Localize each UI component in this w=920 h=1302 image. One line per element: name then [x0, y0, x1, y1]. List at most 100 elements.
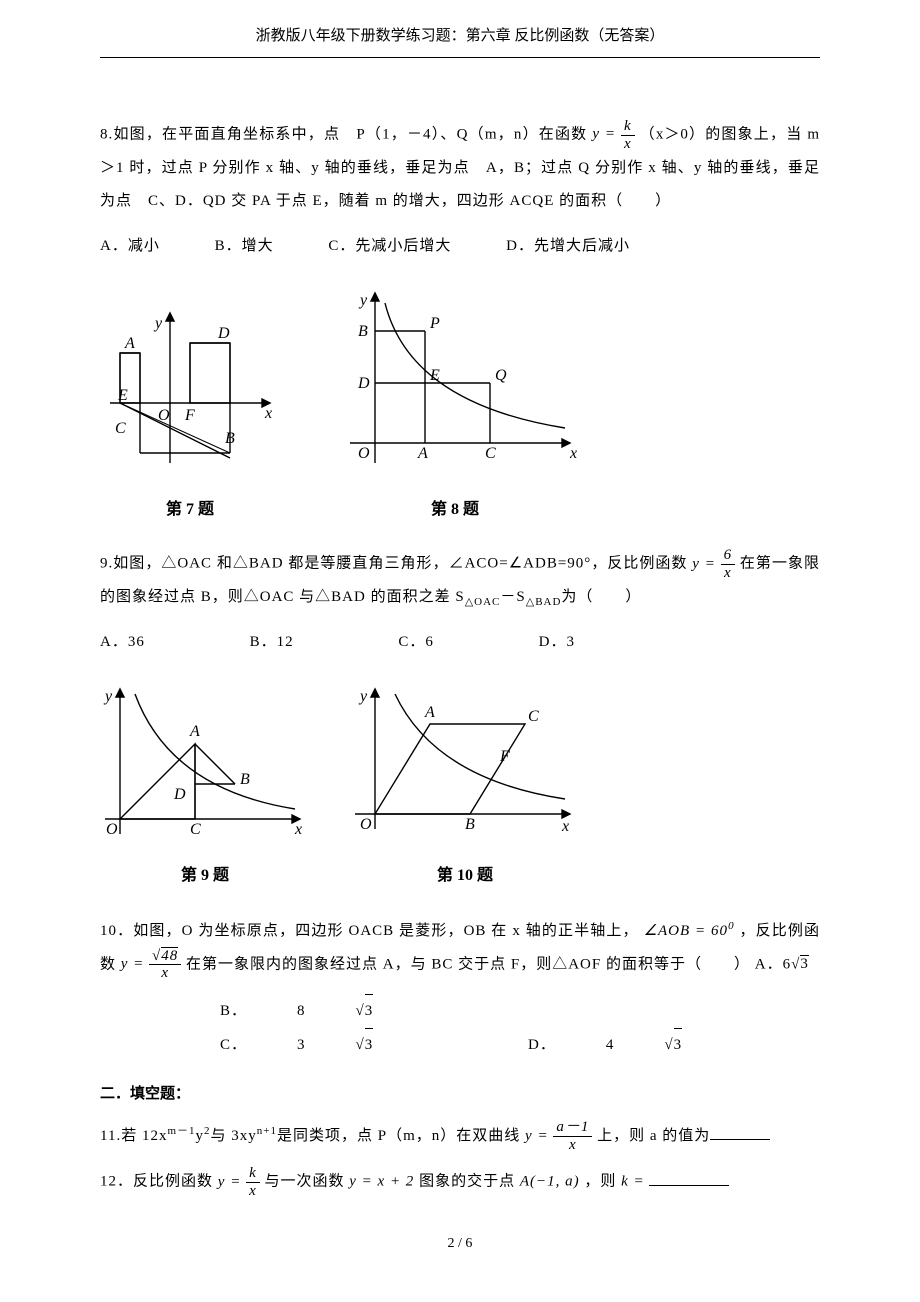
q11-suffix: 上，则 a 的值为: [597, 1128, 710, 1144]
svg-text:y: y: [153, 315, 163, 332]
svg-text:D: D: [173, 786, 186, 803]
q11-prefix: 11.若 12x: [100, 1128, 167, 1144]
sqrt-arg: 48: [161, 947, 178, 964]
q11-mid2: 与 3xy: [211, 1128, 257, 1144]
q10-text-suffix: 在第一象限内的图象经过点 A，与 BC 交于点 F，则△AOF 的面积等于（ ）: [186, 956, 750, 972]
svg-text:F: F: [184, 407, 195, 424]
frac-num: k: [246, 1165, 260, 1183]
opt-coef: 3: [297, 1029, 306, 1062]
svg-text:A: A: [417, 445, 428, 462]
figure-9-svg: y x O A B D C: [100, 679, 310, 839]
opt-coef: 8: [297, 995, 306, 1028]
svg-text:x: x: [294, 821, 302, 838]
q9-text-prefix: 9.如图，△OAC 和△BAD 都是等腰直角三角形，∠ACO=∠ADB=90°，…: [100, 556, 687, 572]
opt-label: A．: [755, 956, 783, 972]
svg-text:y: y: [358, 688, 368, 705]
q9-end: 为（ ）: [561, 589, 641, 605]
question-9: 9.如图，△OAC 和△BAD 都是等腰直角三角形，∠ACO=∠ADB=90°，…: [100, 547, 820, 614]
var-y: y: [592, 126, 600, 142]
q9-opt-d: D．3: [539, 626, 575, 659]
svg-text:E: E: [429, 367, 440, 384]
q8-opt-a: A．减小: [100, 230, 160, 263]
q12-point: A(−1, a): [520, 1174, 580, 1190]
section-2-title: 二．填空题：: [100, 1078, 820, 1111]
opt-coef: 4: [606, 1029, 615, 1062]
q9-minus: －S: [500, 589, 525, 605]
figure-9-label: 第 9 题: [100, 858, 310, 893]
svg-text:C: C: [190, 821, 201, 838]
q12-keq: k =: [621, 1174, 645, 1190]
svg-text:y: y: [103, 688, 113, 705]
opt-rad: 3: [674, 1028, 683, 1062]
q10-opt-d: D．4√3: [528, 1028, 732, 1062]
svg-text:O: O: [106, 821, 118, 838]
frac-num: a－1: [553, 1119, 592, 1137]
opt-rad: 3: [365, 1028, 374, 1062]
svg-text:x: x: [569, 445, 577, 462]
svg-text:A: A: [124, 335, 135, 352]
svg-text:B: B: [358, 323, 368, 340]
q8-opt-d: D．先增大后减小: [506, 230, 630, 263]
frac-den: x: [553, 1137, 592, 1154]
figure-7-svg: y x O A D E F C B: [100, 303, 280, 473]
page-footer: 2 / 6: [100, 1229, 820, 1260]
svg-text:O: O: [158, 407, 170, 424]
figure-7-label: 第 7 题: [100, 492, 280, 527]
figure-8-label: 第 8 题: [320, 492, 590, 527]
figure-10-svg: y x O A C F B: [350, 679, 580, 839]
figure-8: y x O B P D E Q A C 第 8 题: [320, 283, 590, 527]
q10-formula: y = √48 x: [121, 956, 186, 972]
angle-text: ∠AOB = 60: [644, 923, 729, 939]
figure-10-label: 第 10 题: [350, 858, 580, 893]
frac-num: k: [621, 118, 635, 136]
q10-options: B．8√3 C．3√3 D．4√3: [100, 994, 820, 1062]
q12-suffix: 图象的交于点: [419, 1174, 515, 1190]
q9-formula: y = 6 x: [692, 556, 740, 572]
opt-label: C．: [220, 1029, 247, 1062]
frac-den: x: [721, 565, 736, 582]
q11-sup3: n+1: [257, 1125, 277, 1137]
q8-text-prefix: 8.如图，在平面直角坐标系中，点 P（1，－4）、Q（m，n）在函数: [100, 126, 592, 142]
q12-formula1: y = k x: [218, 1174, 265, 1190]
svg-text:x: x: [561, 818, 569, 835]
svg-text:D: D: [357, 375, 370, 392]
svg-text:x: x: [264, 405, 272, 422]
page-header: 浙教版八年级下册数学练习题：第六章 反比例函数（无答案）: [100, 20, 820, 58]
opt-label: B．: [220, 995, 247, 1028]
figures-row-2: y x O A B D C 第 9 题 y x O: [100, 679, 820, 893]
svg-text:O: O: [358, 445, 370, 462]
figures-row-1: y x O A D E F C B 第 7 题: [100, 283, 820, 527]
svg-text:B: B: [465, 816, 475, 833]
q12-formula2: y = x + 2: [349, 1174, 414, 1190]
q11-mid3: 是同类项，点 P（m，n）在双曲线: [277, 1128, 520, 1144]
figure-7: y x O A D E F C B 第 7 题: [100, 303, 280, 527]
q8-formula: y = k x: [592, 126, 639, 142]
angle-sup: 0: [728, 920, 735, 932]
svg-text:B: B: [240, 771, 250, 788]
frac-num: √48: [149, 948, 181, 966]
question-11: 11.若 12xm－1y2与 3xyn+1是同类项，点 P（m，n）在双曲线 y…: [100, 1119, 820, 1154]
question-10: 10．如图，O 为坐标原点，四边形 OACB 是菱形，OB 在 x 轴的正半轴上…: [100, 914, 820, 982]
question-12: 12．反比例函数 y = k x 与一次函数 y = x + 2 图象的交于点 …: [100, 1165, 820, 1199]
svg-text:C: C: [528, 708, 539, 725]
opt-label: D．: [528, 1029, 556, 1062]
svg-text:B: B: [225, 430, 235, 447]
q9-options: A．36 B．12 C．6 D．3: [100, 626, 820, 659]
q9-opt-b: B．12: [250, 626, 294, 659]
q12-mid: 与一次函数: [264, 1174, 344, 1190]
q9-opt-c: C．6: [398, 626, 434, 659]
svg-text:A: A: [189, 723, 200, 740]
figure-10: y x O A C F B 第 10 题: [350, 679, 580, 893]
frac-den: x: [246, 1183, 260, 1200]
svg-text:C: C: [115, 420, 126, 437]
var-y: y: [525, 1128, 533, 1144]
blank-line: [710, 1125, 770, 1140]
q10-opt-a: A．6√3: [755, 955, 809, 972]
frac-den: x: [621, 136, 635, 153]
frac-den: x: [149, 965, 181, 982]
q11-formula: y = a－1 x: [525, 1128, 597, 1144]
q9-opt-a: A．36: [100, 626, 145, 659]
svg-text:y: y: [358, 292, 368, 309]
q8-options: A．减小 B．增大 C．先减小后增大 D．先增大后减小: [100, 230, 820, 263]
q11-sup1: m－1: [167, 1125, 195, 1137]
